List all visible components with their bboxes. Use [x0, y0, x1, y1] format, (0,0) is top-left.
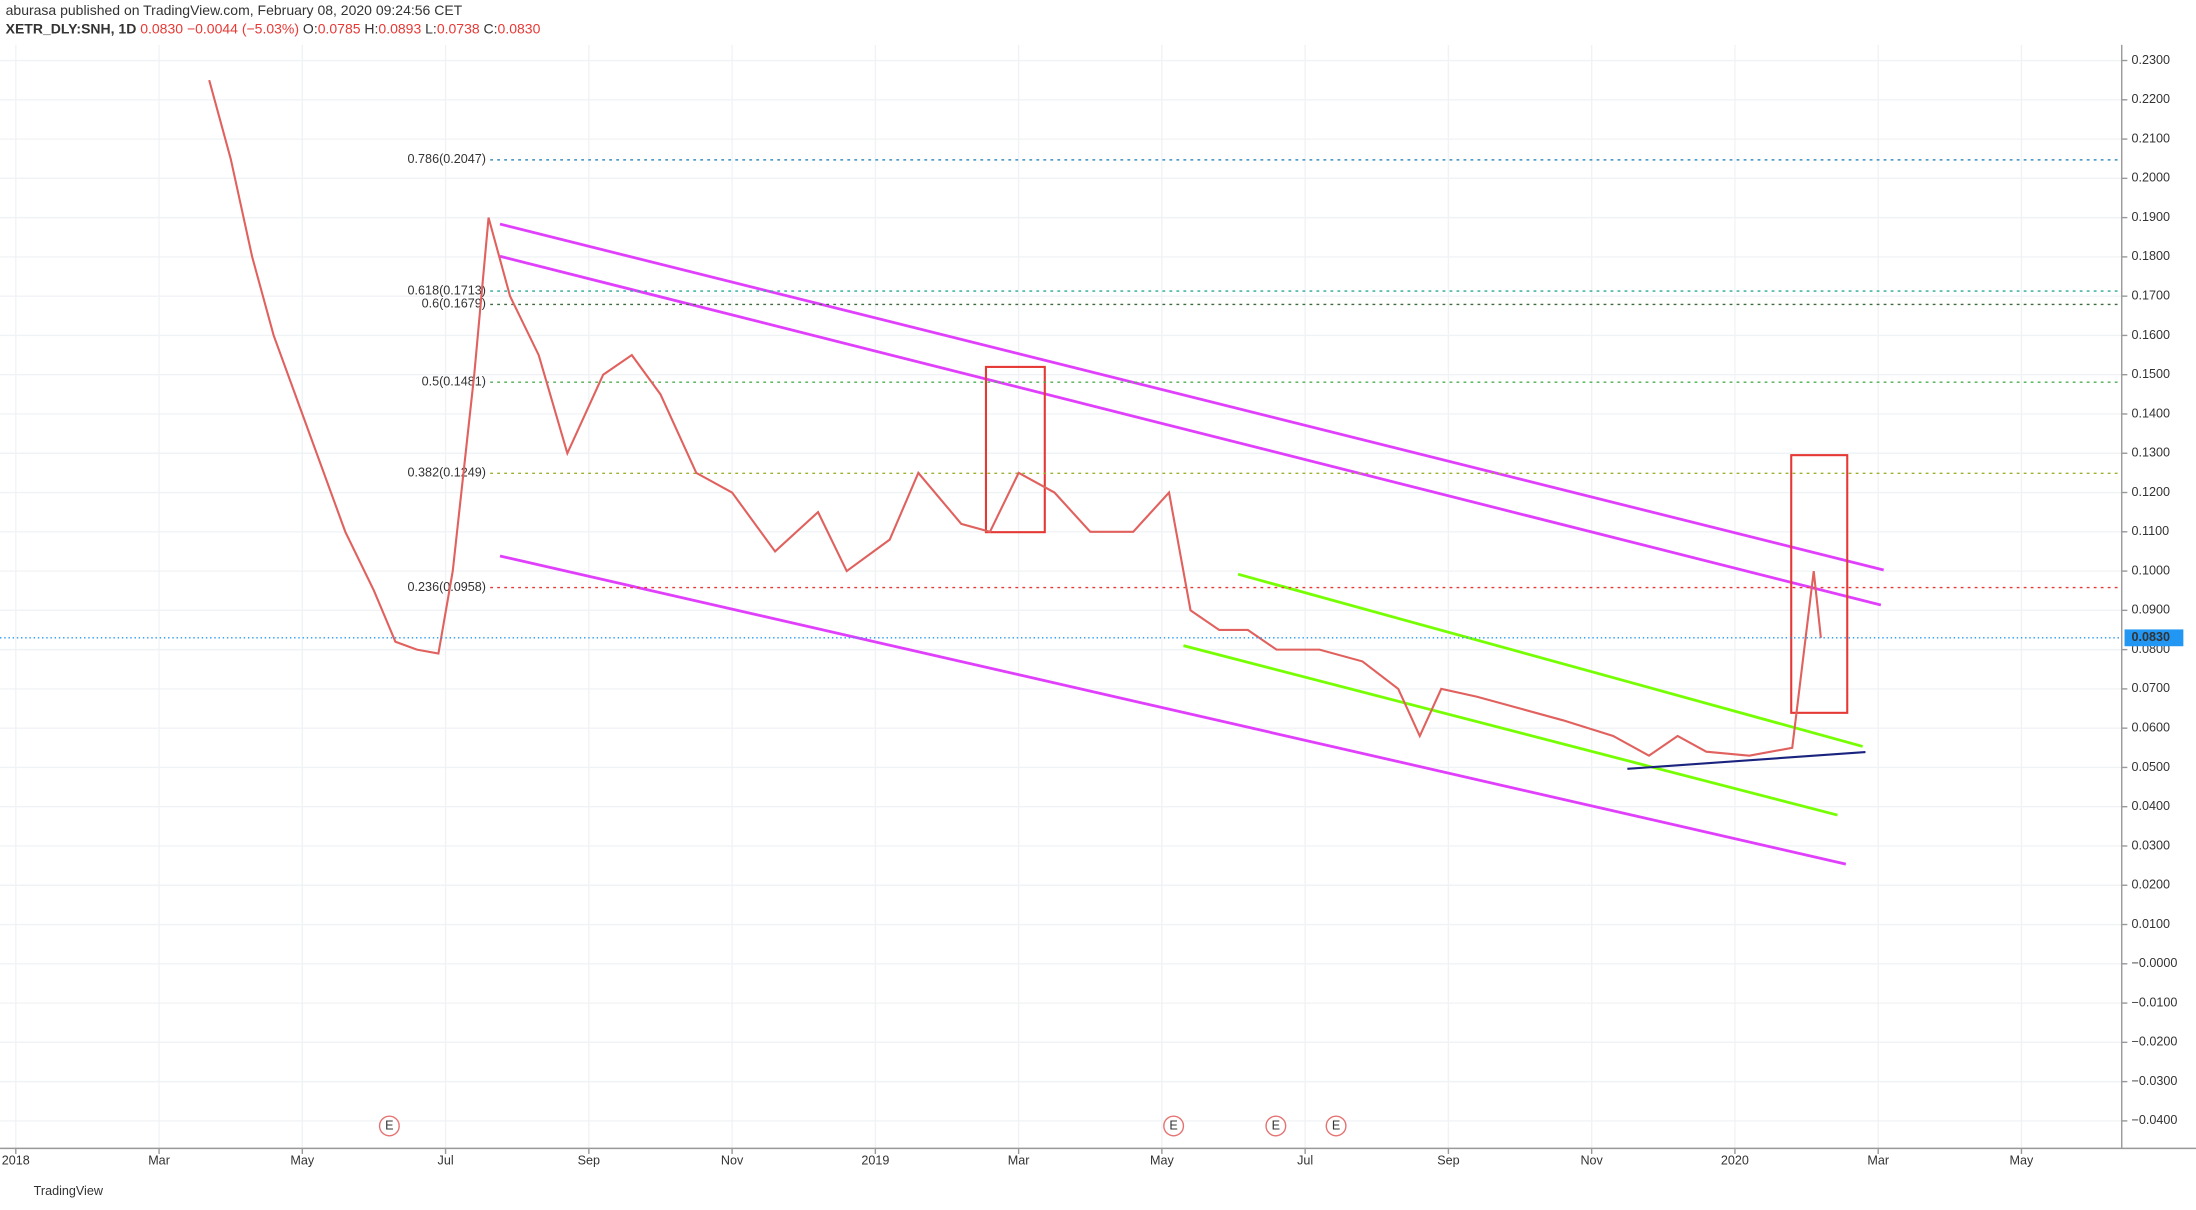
grid	[0, 44, 2122, 1149]
y-tick-label: 0.1700	[2132, 288, 2171, 302]
last-price-box	[2124, 629, 2184, 647]
highlight-box	[1790, 454, 1849, 714]
y-tick-label: 0.2200	[2132, 92, 2171, 106]
fib-label: 0.618(0.1713)	[408, 283, 486, 297]
earnings-marker	[1325, 1115, 1347, 1137]
fib-label: 0.786(0.2047)	[408, 152, 486, 166]
ohlc-value: 0.0738	[437, 20, 480, 36]
y-tick-label: 0.0600	[2132, 720, 2171, 734]
fib-label: 0.5(0.1481)	[422, 374, 486, 388]
y-tick-label: 0.1000	[2132, 563, 2171, 577]
price: 0.0830	[140, 20, 183, 36]
y-tick-label: −0.0100	[2132, 995, 2178, 1009]
y-tick-label: 0.1900	[2132, 210, 2171, 224]
x-tick-label: Mar	[148, 1153, 170, 1167]
y-tick-label: 0.1100	[2132, 524, 2170, 538]
x-tick-label: Sep	[578, 1153, 600, 1167]
trend-line	[1627, 751, 1866, 770]
y-tick-label: 0.1300	[2132, 446, 2171, 460]
ohlc-key: O:	[303, 20, 318, 36]
y-tick-label: −0.0200	[2132, 1035, 2178, 1049]
y-tick-label: −0.0400	[2132, 1113, 2178, 1127]
y-tick-label: 0.1400	[2132, 406, 2171, 420]
y-tick-label: 0.1200	[2132, 485, 2171, 499]
ohlc-key: H:	[364, 20, 378, 36]
y-tick-label: 0.1500	[2132, 367, 2171, 381]
earnings-label: E	[385, 1118, 393, 1132]
y-tick-label: −0.0000	[2132, 956, 2178, 970]
x-tick-label: Mar	[1008, 1153, 1030, 1167]
ohlc-value: 0.0785	[318, 20, 361, 36]
symbol: XETR_DLY:SNH, 1D	[6, 20, 137, 36]
y-tick-label: 0.0500	[2132, 760, 2171, 774]
trend-line	[1183, 644, 1838, 817]
ohlc-key: C:	[484, 20, 498, 36]
publish-info: aburasa published on TradingView.com, Fe…	[6, 2, 463, 18]
x-tick-label: Jul	[438, 1153, 454, 1167]
trend-line	[1237, 572, 1864, 748]
y-tick-label: −0.0300	[2132, 1074, 2178, 1088]
highlight-box	[984, 365, 1046, 534]
trend-line	[499, 222, 1884, 572]
x-tick-label: Nov	[1580, 1153, 1603, 1167]
y-tick-label: 0.2100	[2132, 131, 2171, 145]
y-tick-label: 0.0200	[2132, 878, 2171, 892]
earnings-marker	[378, 1115, 400, 1137]
earnings-label: E	[1272, 1118, 1280, 1132]
fib-label: 0.236(0.0958)	[408, 580, 486, 594]
earnings-label: E	[1169, 1118, 1177, 1132]
brand: TradingView	[34, 1184, 104, 1198]
x-tick-label: Jul	[1297, 1153, 1313, 1167]
change: −0.0044 (−5.03%)	[187, 20, 299, 36]
earnings-marker	[1265, 1115, 1287, 1137]
symbol-info: XETR_DLY:SNH, 1D 0.0830 −0.0044 (−5.03%)…	[6, 20, 541, 36]
y-tick-label: 0.1800	[2132, 249, 2171, 263]
price-line	[208, 79, 1822, 757]
earnings-label: E	[1332, 1118, 1340, 1132]
x-tick-label: Nov	[721, 1153, 744, 1167]
x-tick-label: 2018	[2, 1153, 30, 1167]
y-tick-label: 0.2000	[2132, 171, 2171, 185]
ohlc-key: L:	[425, 20, 437, 36]
x-tick-label: 2019	[861, 1153, 889, 1167]
y-tick-label: 0.0900	[2132, 603, 2171, 617]
x-tick-label: Sep	[1437, 1153, 1459, 1167]
drawings	[499, 222, 1884, 866]
ohlc-value: 0.0830	[498, 20, 541, 36]
y-tick-label: 0.0300	[2132, 838, 2171, 852]
x-tick-label: May	[1150, 1153, 1174, 1167]
fib-label: 0.382(0.1249)	[408, 466, 486, 480]
y-tick-label: 0.0100	[2132, 917, 2171, 931]
x-tick-label: Mar	[1867, 1153, 1889, 1167]
y-tick-label: 0.1600	[2132, 328, 2171, 342]
last-price-label: 0.0830	[2132, 630, 2171, 644]
earnings-marker	[1163, 1115, 1185, 1137]
y-tick-label: 0.2300	[2132, 53, 2171, 67]
trend-line	[499, 254, 1882, 607]
x-tick-label: 2020	[1721, 1153, 1749, 1167]
x-tick-label: May	[290, 1153, 314, 1167]
y-tick-label: 0.0700	[2132, 681, 2171, 695]
x-tick-label: May	[2010, 1153, 2034, 1167]
ohlc-value: 0.0893	[378, 20, 421, 36]
trend-line	[499, 554, 1847, 866]
fib-label: 0.6(0.1679)	[422, 297, 486, 311]
y-tick-label: 0.0400	[2132, 799, 2171, 813]
